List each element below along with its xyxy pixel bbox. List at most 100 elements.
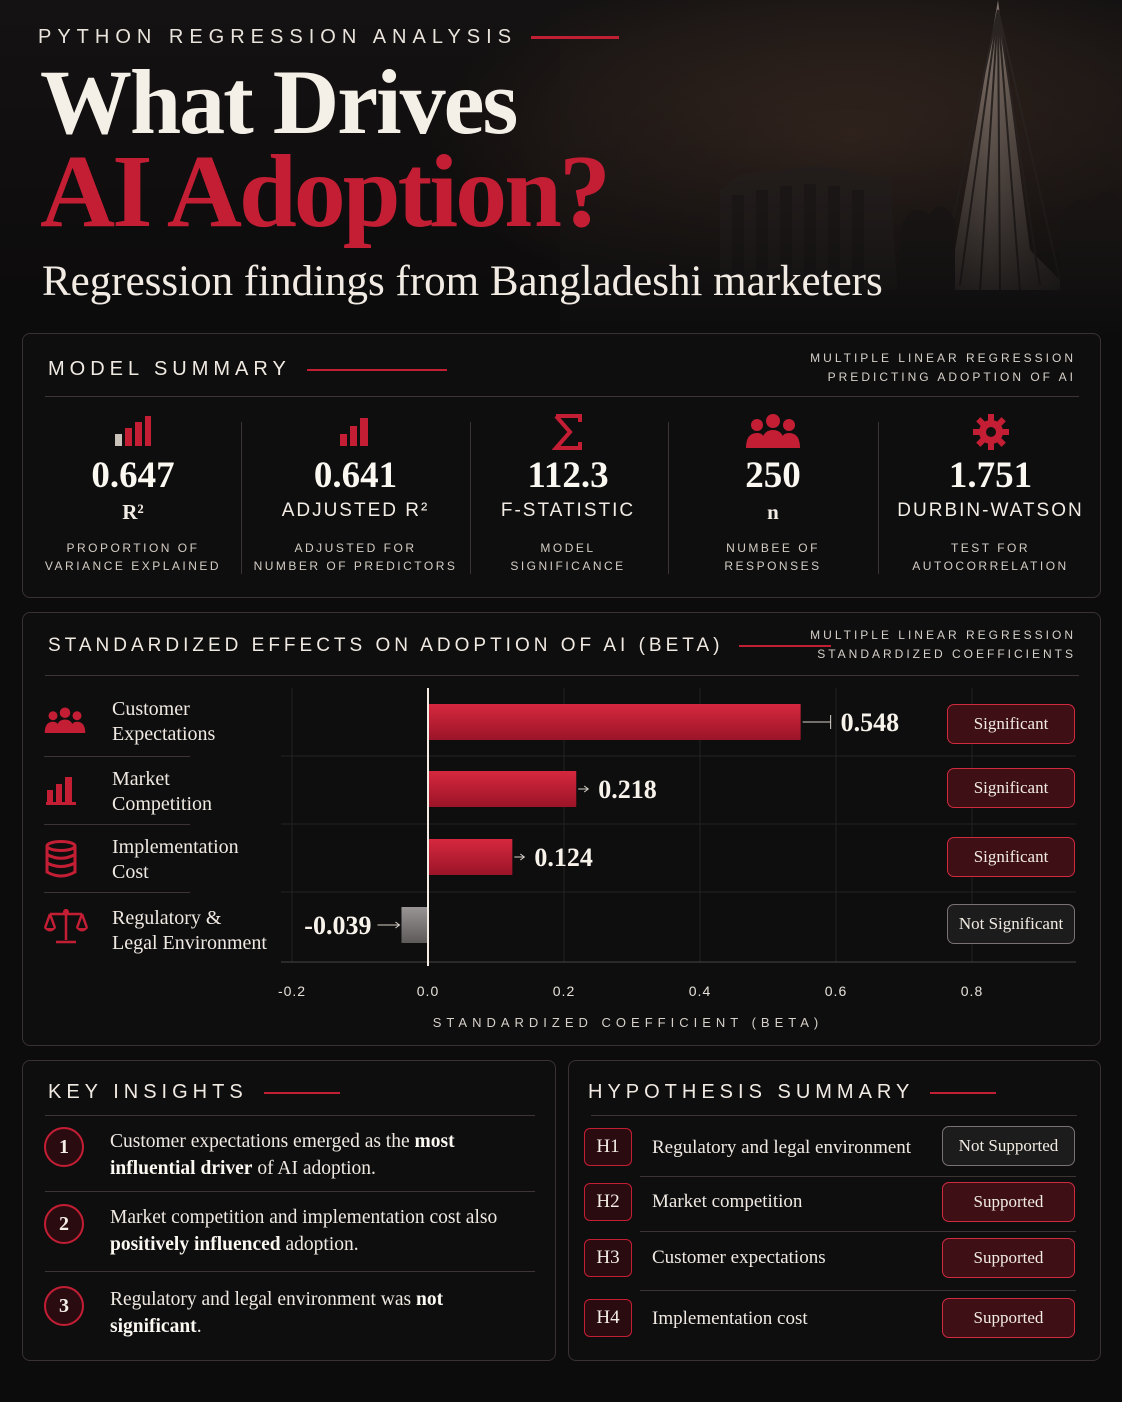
scales-icon [43,906,89,944]
badge-not-significant: Not Significant [947,904,1075,944]
metric-value: 250 [745,455,801,496]
data-label: 0.124 [534,843,593,872]
hypothesis-text: Market competition [652,1191,803,1212]
hypothesis-text: Implementation cost [652,1308,808,1329]
insight-text: Regulatory and legal environment was not… [110,1289,444,1337]
divider [45,396,1079,397]
value-connector-arrow [520,853,526,861]
divider [45,1271,535,1272]
title-line-1: What Drives [40,51,518,153]
row-label-customer-expectations: Customer Expectations [112,698,216,745]
divider [470,422,471,574]
hypothesis-code: H1 [584,1128,632,1166]
metric-value: 1.751 [948,455,1033,496]
bar-chart-icon [44,772,88,808]
divider [640,1290,1076,1291]
model-summary-title: MODEL SUMMARY [48,358,447,381]
metric-r-squared: 0.647 R² PROPORTION OF VARIANCE EXPLAINED [33,334,233,594]
divider [668,422,669,574]
effects-note: MULTIPLE LINEAR REGRESSION STANDARDIZED … [810,628,1076,661]
database-icon [44,840,88,878]
divider [241,422,242,574]
kicker-rule [531,36,620,39]
hypothesis-result-badge: Supported [942,1182,1075,1222]
parliament-skyline-image [560,0,1122,340]
insight-number: 2 [44,1204,84,1244]
metric-durbin-watson: 1.751 DURBIN-WATSON TEST FOR AUTOCORRELAT… [888,334,1093,594]
bar [428,839,513,875]
hypothesis-result-badge: Supported [942,1238,1075,1278]
insight-text: Customer expectations emerged as the mos… [110,1131,455,1179]
metric-label: F-STATISTIC [500,500,636,521]
metric-label: n [767,500,779,524]
value-connector-arrow [583,785,590,793]
kicker: PYTHON REGRESSION ANALYSIS [38,26,620,49]
x-tick-label: 0.0 [417,983,439,999]
model-summary-note: MULTIPLE LINEAR REGRESSION PREDICTING AD… [810,351,1076,384]
metric-sample-size: 250 n NUMBEE OF RESPONSES [678,334,868,594]
x-tick-label: 0.4 [689,983,711,999]
bar [428,771,577,807]
metric-value: 0.647 [91,455,175,496]
key-insights-title: KEY INSIGHTS [48,1081,340,1104]
metric-description: NUMBEE OF RESPONSES [724,541,822,573]
bar [401,907,428,943]
metric-label: R² [122,500,144,524]
hypothesis-result-badge: Supported [942,1298,1075,1338]
divider [45,675,1079,676]
kicker-text: PYTHON REGRESSION ANALYSIS [38,26,518,48]
hypothesis-text: Customer expectations [652,1247,826,1268]
bar-chart-icon [253,412,458,452]
bar-chart-icon [33,412,233,452]
effects-title: STANDARDIZED EFFECTS ON ADOPTION OF AI (… [48,635,832,657]
badge-significant: Significant [947,837,1075,877]
data-label: 0.218 [598,775,657,804]
metric-description: TEST FOR AUTOCORRELATION [912,541,1069,573]
divider [44,824,190,825]
hypothesis-text: Regulatory and legal environment [652,1137,912,1158]
divider [878,422,879,574]
x-tick-label: -0.2 [278,983,306,999]
insight-number: 3 [44,1286,84,1326]
row-label-implementation-cost: Implementation Cost [112,836,239,883]
hypothesis-code: H2 [584,1183,632,1221]
insight-number: 1 [44,1127,84,1167]
metric-description: ADJUSTED FOR NUMBER OF PREDICTORS [253,541,458,573]
row-label-market-competition: Market Competition [112,768,212,815]
divider [591,1115,1077,1116]
value-connector-arrow [395,921,401,929]
divider [640,1231,1076,1232]
people-icon [678,412,868,452]
metric-description: PROPORTION OF VARIANCE EXPLAINED [44,541,222,573]
hypothesis-summary-title: HYPOTHESIS SUMMARY [588,1081,997,1104]
subtitle: Regression findings from Bangladeshi mar… [42,258,883,305]
row-label-regulatory-legal: Regulatory & Legal Environment [112,907,267,954]
metric-f-statistic: 112.3 F-STATISTIC MODEL SIGNIFICANCE [478,334,658,594]
divider [640,1176,1076,1177]
bar [428,704,801,740]
metric-adjusted-r-squared: 0.641 ADJUSTED R² ADJUSTED FOR NUMBER OF … [253,334,458,594]
metric-value: 0.641 [313,455,398,496]
hypothesis-code: H4 [584,1299,632,1337]
hypothesis-result-badge: Not Supported [942,1126,1075,1166]
x-tick-label: 0.2 [553,983,575,999]
data-label: -0.039 [304,911,371,940]
x-tick-label: 0.6 [825,983,847,999]
divider [45,1191,535,1192]
divider [44,892,190,893]
x-tick-label: 0.8 [961,983,983,999]
data-label: 0.548 [841,708,900,737]
metric-label: DURBIN-WATSON [897,500,1084,521]
sigma-icon [478,412,658,452]
x-axis-label: STANDARDIZED COEFFICIENT (BETA) [433,1015,823,1030]
model-summary-panel: MODEL SUMMARY MULTIPLE LINEAR REGRESSION… [22,333,1101,598]
title-line-2: AI Adoption? [40,134,611,249]
divider [44,756,190,757]
hypothesis-code: H3 [584,1239,632,1277]
metric-label: ADJUSTED R² [281,500,430,521]
gear-icon [888,412,1093,452]
badge-significant: Significant [947,704,1075,744]
key-insights-panel: KEY INSIGHTS [22,1060,556,1361]
insight-text: Market competition and implementation co… [110,1207,498,1255]
